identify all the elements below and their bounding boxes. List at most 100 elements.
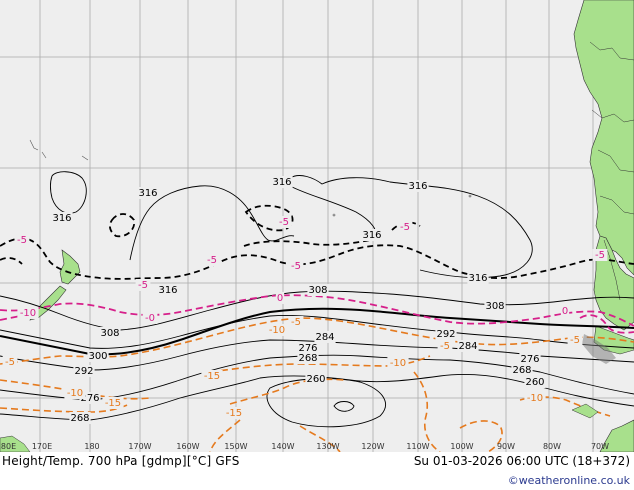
- temp-contour-label: -5: [570, 335, 580, 346]
- temp-contour-label: -10: [20, 308, 36, 319]
- temp-label-background: [275, 292, 285, 304]
- height-contour-label: 292: [436, 329, 455, 340]
- temp-contour-label: -5: [207, 255, 217, 266]
- temp-label-background: [276, 216, 292, 228]
- temp-contour-label: -5: [291, 261, 301, 272]
- height-label-background: [51, 212, 73, 224]
- temp-contour-label: -15: [226, 408, 242, 419]
- height-label-background: [271, 176, 293, 188]
- temp-contour-label: -10: [527, 393, 543, 404]
- height-label-background: [73, 365, 95, 377]
- height-contour-label: 316: [408, 181, 427, 192]
- new-zealand-north-island: [59, 249, 81, 285]
- height-label-background: [137, 187, 159, 199]
- height-label-background: [307, 284, 329, 296]
- longitude-label: 180: [84, 442, 99, 451]
- temp-contour-label: -5: [595, 250, 605, 261]
- temp-label-background: [64, 387, 86, 399]
- longitude-label: 90W: [497, 442, 515, 451]
- height-label-background: [511, 364, 533, 376]
- longitude-label: 160W: [176, 442, 199, 451]
- height-contour-label: 292: [74, 366, 93, 377]
- temp-label-background: [288, 316, 304, 328]
- temp-label-background: [592, 249, 608, 261]
- temp-label-background: [437, 340, 453, 352]
- longitude-label: 170E: [32, 442, 52, 451]
- longitude-label: 80W: [543, 442, 561, 451]
- temp-label-background: [387, 357, 409, 369]
- temp-contour-label: -5: [138, 280, 148, 291]
- height-label-background: [99, 327, 121, 339]
- temp-label-background: [135, 279, 151, 291]
- credit-link[interactable]: ©weatheronline.co.uk: [507, 474, 630, 487]
- height-contour-label: 260: [525, 377, 544, 388]
- temp-contour-label: -5: [17, 235, 27, 246]
- height-label-background: [69, 412, 91, 424]
- pacific-islands: [29, 139, 472, 217]
- height-contour-label: 300: [88, 351, 107, 362]
- height-label-background: [524, 376, 546, 388]
- temp-contour-label: -5: [291, 317, 301, 328]
- temp-contour-label: -5: [5, 357, 15, 368]
- temp-label-background: [2, 356, 18, 368]
- temp-labels: -5-5-5-5-5-5-50-0-10 0-5-10-5-5 -10-15-10-…: [2, 216, 608, 419]
- height-label-background: [297, 352, 319, 364]
- temp-contour-label: -10: [390, 358, 406, 369]
- map-title: Height/Temp. 700 hPa [gdmp][°C] GFS: [2, 454, 240, 468]
- temp-label-background: [17, 307, 39, 319]
- temp-label-background: [223, 407, 245, 419]
- height-label-background: [457, 340, 479, 352]
- height-contour-label: 316: [468, 273, 487, 284]
- temp-contour-label: -5: [279, 217, 289, 228]
- height-label-background: [407, 180, 429, 192]
- longitude-label: 120W: [361, 442, 384, 451]
- height-contour-label: 260: [306, 374, 325, 385]
- height-contour-label: 268: [70, 413, 89, 424]
- height-label-background: [361, 229, 383, 241]
- longitude-labels: 180E 170E 180 170W 160W 150W 140W 130W 120W 110W 1…: [0, 442, 609, 451]
- temp-contour-label: -10: [269, 325, 285, 336]
- temp-label-background: [567, 334, 583, 346]
- temp-label-background: [204, 254, 220, 266]
- height-contour-label: 268: [298, 353, 317, 364]
- temp-contour-label: -15: [204, 371, 220, 382]
- longitude-label: 180E: [0, 442, 16, 451]
- temp-contour-label: -5: [400, 222, 410, 233]
- height-contour-label: 308: [100, 328, 119, 339]
- temp-label-background: [142, 312, 158, 324]
- temp-label-background: [288, 260, 304, 272]
- temp-contour-label: -5: [440, 341, 450, 352]
- height-contour-label: 316: [52, 213, 71, 224]
- longitude-label: 100W: [450, 442, 473, 451]
- longitude-label: 70W: [591, 442, 609, 451]
- temp-contour-label: -15: [105, 398, 121, 409]
- height-label-background: [305, 373, 327, 385]
- height-label-background: [484, 300, 506, 312]
- height-label-background: [519, 353, 541, 365]
- height-label-background: [314, 331, 336, 343]
- height-label-background: [87, 350, 109, 362]
- height-contour-label: 316: [272, 177, 291, 188]
- antarctic-peninsula-land: [599, 419, 634, 453]
- height-contour-label: 316: [158, 285, 177, 296]
- height-contour-label: 268: [512, 365, 531, 376]
- longitude-label: 110W: [406, 442, 429, 451]
- height-contour-label: 284: [458, 341, 477, 352]
- temp-label-background: [14, 234, 30, 246]
- temp-label-background: [201, 370, 223, 382]
- map-valid-time: Su 01-03-2026 06:00 UTC (18+372): [413, 454, 630, 468]
- temp-contour-label: 0: [562, 306, 568, 317]
- ross-coast-fragment: [0, 435, 31, 453]
- height-label-background: [157, 284, 179, 296]
- height-label-background: [297, 342, 319, 354]
- south-america-land: [573, 0, 634, 276]
- longitude-label: 130W: [316, 442, 339, 451]
- height-label-background: [435, 328, 457, 340]
- longitude-label: 150W: [224, 442, 247, 451]
- height-contour-label: 308: [308, 285, 327, 296]
- height-contour-label: 276: [80, 393, 99, 404]
- height-contour-label: 308: [485, 301, 504, 312]
- height-contour-label: 276: [520, 354, 539, 365]
